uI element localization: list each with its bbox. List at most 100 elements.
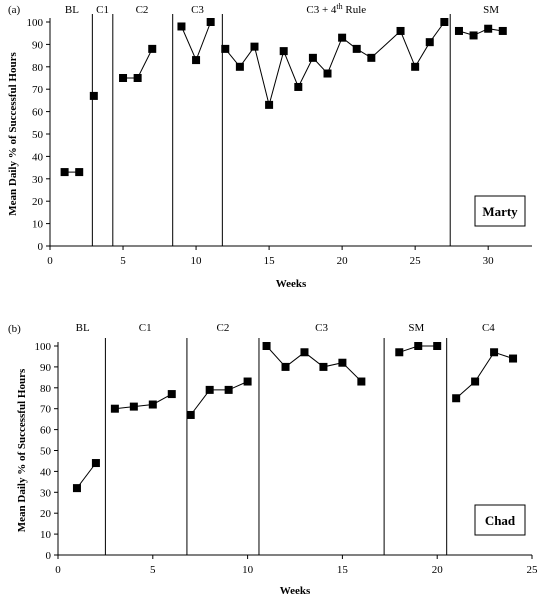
data-point xyxy=(294,82,303,91)
data-point xyxy=(300,348,309,357)
x-tick-label: 0 xyxy=(47,255,53,267)
data-point xyxy=(119,74,128,82)
data-point xyxy=(177,22,186,31)
data-point xyxy=(167,390,176,399)
y-tick-label: 70 xyxy=(32,84,44,96)
y-tick-label: 90 xyxy=(32,39,44,51)
data-point xyxy=(414,342,423,350)
data-point xyxy=(75,168,84,177)
data-point xyxy=(425,38,434,47)
data-point xyxy=(308,53,317,62)
phase-label: C3 xyxy=(315,322,328,334)
x-tick-label: 5 xyxy=(120,255,126,267)
x-tick-label: 20 xyxy=(337,255,349,267)
data-point xyxy=(148,400,157,409)
series-line xyxy=(123,48,153,79)
data-point xyxy=(395,348,404,357)
data-point xyxy=(279,47,288,56)
data-point xyxy=(338,33,347,42)
phase-label: C1 xyxy=(96,4,109,16)
data-point xyxy=(471,377,480,386)
series-line xyxy=(181,21,212,62)
x-tick-label: 25 xyxy=(410,255,422,267)
y-tick-label: 100 xyxy=(35,341,52,353)
y-tick-label: 20 xyxy=(40,508,52,520)
data-point xyxy=(262,342,271,350)
data-point xyxy=(281,362,290,371)
data-point xyxy=(411,62,420,71)
data-point xyxy=(91,459,100,468)
data-point xyxy=(319,362,328,371)
y-axis-title: Mean Daily % of Successful Hours xyxy=(7,52,19,216)
x-tick-label: 5 xyxy=(150,564,156,576)
x-tick-label: 20 xyxy=(432,564,444,576)
y-tick-label: 80 xyxy=(32,62,44,74)
series-line xyxy=(114,393,173,410)
data-point xyxy=(338,358,347,367)
y-tick-label: 10 xyxy=(40,529,52,541)
x-tick-label: 25 xyxy=(527,564,539,576)
data-point xyxy=(60,168,69,177)
y-axis-title: Mean Daily % of Successful Hours xyxy=(16,368,28,532)
phase-label: C2 xyxy=(136,4,149,16)
data-point xyxy=(89,91,98,100)
y-tick-label: 50 xyxy=(40,446,52,458)
data-point xyxy=(192,56,201,65)
chart-panel-chad: (b) 0 10 20 30 40 50 60 70 80 90 100 0 5 10 15 20 25 BL C1 C… xyxy=(8,322,538,597)
x-axis-title: Weeks xyxy=(276,278,307,290)
phase-label: C3 xyxy=(191,4,204,16)
y-tick-label: 70 xyxy=(40,404,52,416)
panel-label: (a) xyxy=(8,4,21,16)
data-point xyxy=(490,348,499,357)
y-tick-label: 100 xyxy=(27,17,44,29)
phase-label: C4 xyxy=(482,322,495,334)
data-point xyxy=(454,26,463,35)
data-point xyxy=(243,377,252,386)
data-point xyxy=(357,377,366,386)
data-point xyxy=(221,44,230,53)
x-tick-label: 30 xyxy=(483,255,495,267)
x-tick-label: 10 xyxy=(191,255,203,267)
data-point xyxy=(206,18,215,26)
phase-label: BL xyxy=(65,4,79,16)
participant-box xyxy=(474,504,526,536)
y-tick-label: 40 xyxy=(40,466,52,478)
series-line xyxy=(458,28,503,36)
y-tick-label: 30 xyxy=(40,487,52,499)
y-tick-label: 20 xyxy=(32,196,44,208)
data-point xyxy=(452,394,461,403)
series-line xyxy=(266,345,362,382)
y-tick-label: 40 xyxy=(32,151,44,163)
phase-label: SM xyxy=(483,4,499,16)
phase-label: C3 + 4th Rule xyxy=(306,2,366,16)
data-point xyxy=(323,69,332,78)
data-point xyxy=(129,402,138,411)
y-tick-label: 60 xyxy=(40,425,52,437)
x-tick-label: 0 xyxy=(55,564,61,576)
x-tick-label: 15 xyxy=(337,564,349,576)
data-point xyxy=(235,62,244,71)
y-tick-label: 80 xyxy=(40,383,52,395)
data-point xyxy=(205,385,214,394)
data-point xyxy=(498,26,507,35)
data-point xyxy=(250,42,259,51)
data-point xyxy=(440,18,449,26)
x-axis-title: Weeks xyxy=(280,585,311,597)
y-tick-label: 50 xyxy=(32,129,44,141)
series-line xyxy=(76,462,97,489)
phase-label: SM xyxy=(408,322,424,334)
phase-label: C1 xyxy=(139,322,152,334)
y-tick-label: 0 xyxy=(38,241,44,253)
x-tick-label: 15 xyxy=(264,255,276,267)
data-point xyxy=(265,100,274,109)
data-point xyxy=(133,74,142,82)
y-tick-label: 10 xyxy=(32,219,44,231)
chart-panel-marty: (a) 0 10 20 30 40 50 60 70 80 90 100 0 5 10 15 20 25 30 BL C… xyxy=(7,2,532,290)
data-point xyxy=(224,385,233,394)
data-point xyxy=(396,26,405,35)
y-tick-label: 30 xyxy=(32,174,44,186)
data-point xyxy=(509,354,518,363)
data-point xyxy=(484,24,493,33)
data-point xyxy=(367,53,376,62)
